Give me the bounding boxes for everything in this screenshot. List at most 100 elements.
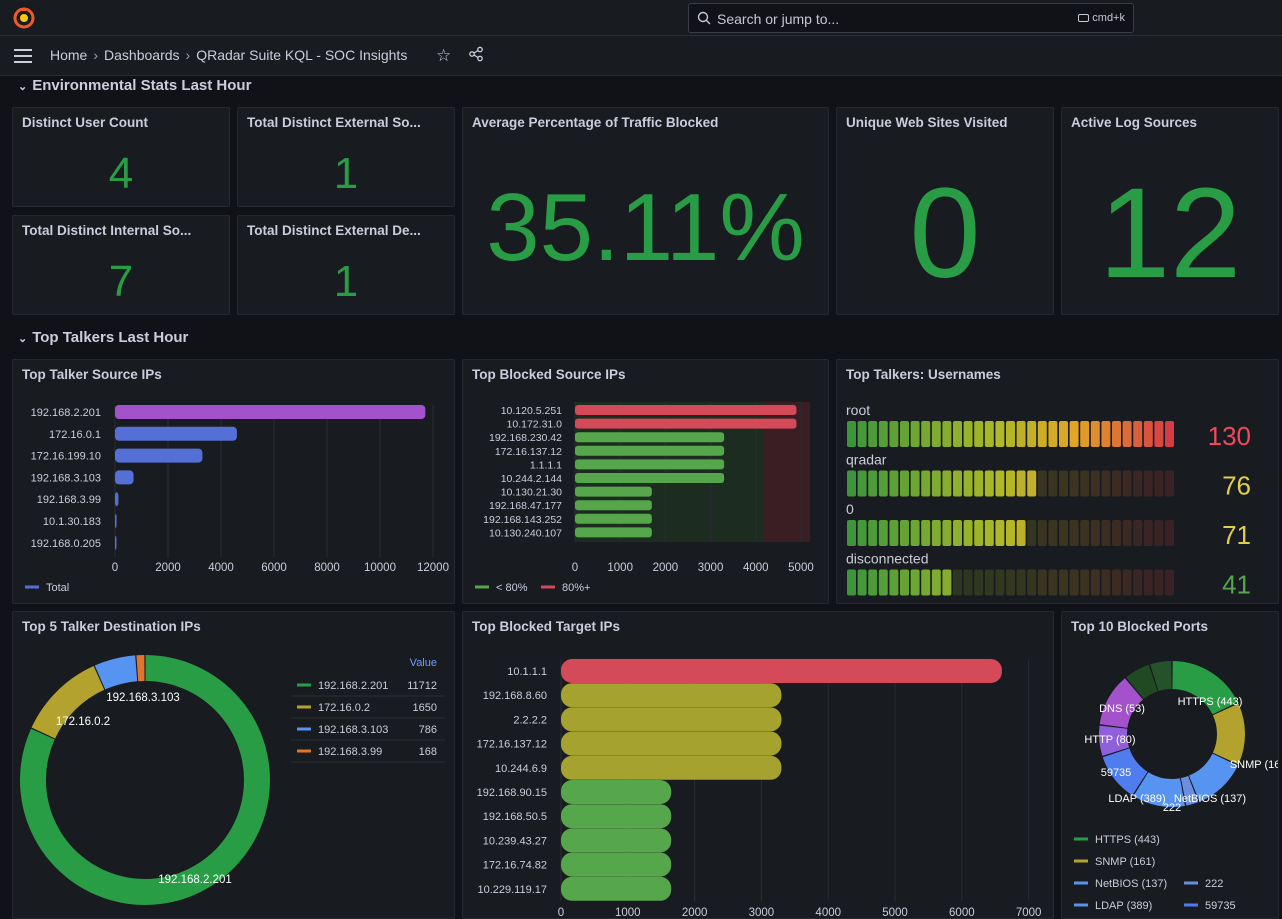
bar (575, 405, 797, 415)
panel-avg-blocked[interactable]: Average Percentage of Traffic Blocked 35… (462, 107, 829, 315)
y-tick-label: 10.244.6.9 (495, 763, 547, 775)
menu-icon[interactable] (14, 49, 32, 63)
panel-ext-source[interactable]: Total Distinct External So... 1 (237, 107, 455, 207)
legend-value: 786 (419, 724, 437, 736)
gauge-cell (1037, 569, 1047, 596)
y-tick-label: 192.168.2.201 (31, 407, 101, 419)
star-icon[interactable]: ☆ (436, 46, 452, 65)
x-tick-label: 6000 (261, 562, 287, 574)
y-tick-label: 192.168.143.252 (483, 514, 562, 526)
pie-slice (1212, 703, 1245, 765)
legend-label: HTTPS (443) (1095, 834, 1160, 846)
legend-label: 80%+ (562, 582, 590, 594)
bar (575, 473, 725, 483)
panel-title: Total Distinct Internal So... (22, 223, 192, 238)
y-tick-label: 192.168.230.42 (489, 432, 562, 444)
search-box[interactable]: Search or jump to... cmd+k (688, 3, 1134, 33)
panel-ext-dest[interactable]: Total Distinct External De... 1 (237, 215, 455, 315)
panel-distinct-user-count[interactable]: Distinct User Count 4 (12, 107, 230, 207)
share-icon[interactable] (468, 46, 484, 62)
gauge-cell (921, 470, 931, 497)
panel-top-blocked-source[interactable]: Top Blocked Source IPs 0 1000 2000 3000 4000… (462, 359, 829, 604)
gauge-cell (878, 470, 888, 497)
y-tick-label: 10.229.119.17 (477, 884, 547, 896)
y-tick-label: 10.130.21.30 (501, 487, 562, 499)
breadcrumb-home[interactable]: Home (50, 47, 88, 63)
gauge-cell (1048, 421, 1058, 447)
legend-label: 192.168.3.99 (318, 746, 382, 758)
gauge-label: qradar (846, 452, 887, 468)
gauge-cell (1143, 520, 1153, 546)
gauge-cell (921, 520, 931, 546)
gauge-cell (1037, 421, 1047, 447)
bar (561, 780, 672, 804)
pie-label: 172.16.0.2 (56, 716, 110, 728)
pie-slice (1171, 661, 1238, 716)
legend-label: < 80% (496, 582, 528, 594)
gauge-cell (878, 520, 888, 546)
x-tick-label: 10000 (364, 562, 396, 574)
panel-log-sources[interactable]: Active Log Sources 12 (1061, 107, 1279, 315)
gauge-cell (1090, 569, 1100, 596)
gauge-cell (1016, 470, 1026, 497)
bar (575, 445, 725, 456)
y-tick-label: 10.130.240.107 (489, 527, 562, 539)
gauge-cell (1027, 569, 1037, 596)
x-tick-label: 3000 (749, 907, 775, 919)
gauge-cell (1059, 470, 1068, 497)
gauge-cell (1101, 520, 1111, 546)
bar (575, 500, 652, 511)
gauge-cell (1069, 520, 1079, 546)
x-tick-label: 12000 (417, 562, 449, 574)
stat-value: 35.11% (486, 174, 805, 281)
gauge-cell (963, 569, 973, 596)
gauge-cell (1048, 520, 1058, 546)
gauge-cell (1112, 421, 1121, 447)
gauge-cell (1112, 569, 1121, 596)
panel-title: Distinct User Count (22, 115, 149, 130)
gauge-cell (857, 470, 867, 497)
bar (115, 426, 237, 441)
panel-title: Top Blocked Source IPs (472, 367, 626, 382)
legend-label: 192.168.3.103 (318, 724, 388, 736)
gauge-cell (1080, 520, 1090, 546)
gauge-cell (931, 470, 941, 497)
breadcrumb-dashboards[interactable]: Dashboards (104, 47, 180, 63)
panel-top-blocked-target[interactable]: Top Blocked Target IPs 0 1000 2000 3000 4000… (462, 611, 1054, 919)
gauge-cell (974, 569, 984, 596)
search-placeholder: Search or jump to... (717, 11, 840, 27)
chart-top5-dest: 192.168.2.201 172.16.0.2 192.168.3.103 Valu… (20, 655, 445, 905)
row-talkers-toggle[interactable]: ⌄ Top Talkers Last Hour (18, 329, 189, 346)
gauge-cell (1027, 421, 1037, 447)
legend-label: Total (46, 582, 69, 594)
gauge-value: 41 (1222, 570, 1251, 600)
gauge-cell (1165, 569, 1174, 596)
chart-top-blocked-source: 0 1000 2000 3000 4000 5000 10.120.5.251 10.172.… (475, 402, 814, 594)
row-env-toggle[interactable]: ⌄ Environmental Stats Last Hour (18, 77, 252, 94)
x-tick-label: 5000 (882, 907, 908, 919)
panel-top-usernames[interactable]: Top Talkers: Usernames root 130 qradar 76 0 7… (836, 359, 1279, 604)
gauge-cell (868, 470, 878, 497)
bar (115, 514, 117, 528)
gauge-cell (1037, 470, 1047, 497)
gauge-cell (1059, 520, 1068, 546)
gauge-cell (963, 470, 973, 497)
panel-int-source[interactable]: Total Distinct Internal So... 7 (12, 215, 230, 315)
y-tick-label: 192.168.90.15 (477, 787, 547, 799)
panel-unique-sites[interactable]: Unique Web Sites Visited 0 (836, 107, 1054, 315)
gauge-cell (1122, 421, 1132, 447)
bar (575, 486, 652, 497)
gauge-cell (1048, 569, 1058, 596)
panel-top-talker-source[interactable]: Top Talker Source IPs 0 2000 4000 6000 8000 1… (12, 359, 455, 604)
grafana-logo-icon[interactable] (12, 6, 36, 30)
gauge-cell (1165, 470, 1174, 497)
gauge-cell (1080, 569, 1090, 596)
stat-value: 4 (108, 149, 134, 198)
gauge-cell (1133, 421, 1143, 447)
gauge-cell (1006, 421, 1015, 447)
gauge-cell (1090, 421, 1100, 447)
pie-label: 192.168.2.201 (158, 874, 232, 886)
bar (561, 804, 672, 829)
panel-top5-dest[interactable]: Top 5 Talker Destination IPs 192.168.2.2… (12, 611, 455, 919)
panel-top10-ports[interactable]: Top 10 Blocked Ports HTTPS (443) SNMP (16… (1061, 611, 1279, 919)
